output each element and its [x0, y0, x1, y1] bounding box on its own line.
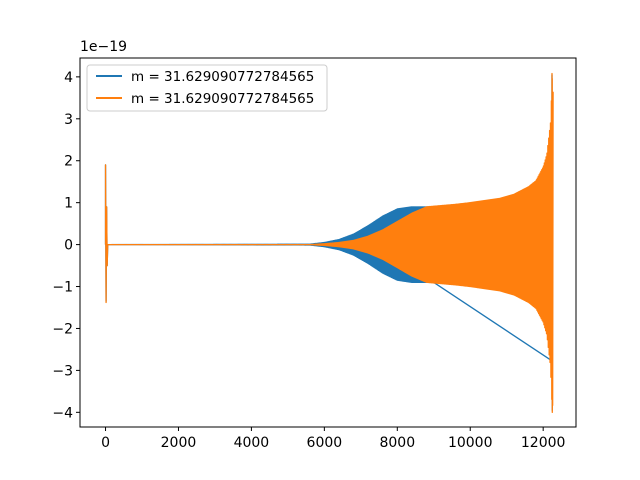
y-tick-label: −4 — [52, 405, 73, 421]
y-tick-label: 2 — [64, 154, 73, 170]
y-tick-label: 4 — [64, 70, 73, 86]
x-tick-label: 10000 — [448, 435, 493, 451]
y-tick-label: −2 — [52, 321, 73, 337]
y-offset-label: 1e−19 — [80, 39, 127, 55]
legend-box — [86, 64, 328, 112]
y-axis: −4 −3 −2 −1 0 1 2 3 4 — [52, 70, 80, 421]
series-line-2 — [104, 72, 554, 413]
x-tick-label: 8000 — [379, 435, 415, 451]
x-axis: 0 2000 4000 6000 8000 10000 12000 — [101, 427, 565, 451]
plot-frame — [79, 57, 577, 428]
x-tick-label: 2000 — [161, 435, 197, 451]
x-tick-label: 12000 — [521, 435, 566, 451]
legend-label-series-1: m = 31.629090772784565 — [131, 69, 314, 85]
y-tick-label: 0 — [64, 238, 73, 254]
x-tick-label: 0 — [101, 435, 110, 451]
y-tick-label: −3 — [52, 363, 73, 379]
y-tick-label: −1 — [52, 280, 73, 296]
legend-label-series-2: m = 31.629090772784565 — [131, 91, 314, 107]
y-tick-label: 3 — [64, 112, 73, 128]
legend: m = 31.629090772784565 m = 31.6290907727… — [86, 64, 328, 112]
x-tick-label: 6000 — [307, 435, 343, 451]
y-tick-label: 1 — [64, 196, 73, 212]
x-tick-label: 4000 — [234, 435, 270, 451]
series-layer — [104, 72, 554, 413]
